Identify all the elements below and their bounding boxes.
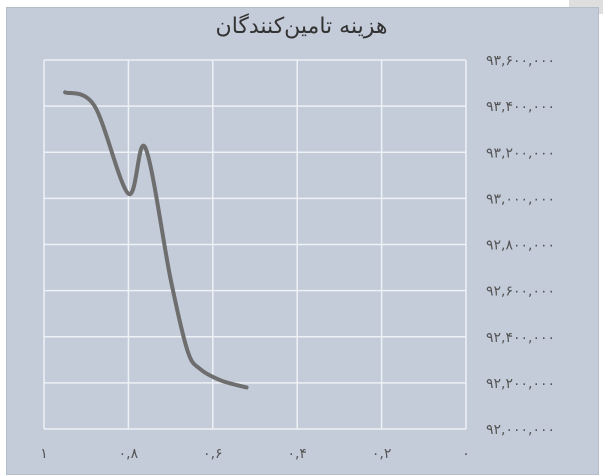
- chart-panel: [6, 7, 599, 475]
- x-tick-label-5: ۰: [462, 446, 470, 462]
- y-tick-label-6: ۹۲,۴۰۰,۰۰۰: [486, 330, 555, 346]
- x-tick-label-1: ۰,۸: [119, 446, 139, 462]
- y-tick-label-3: ۹۳,۰۰۰,۰۰۰: [486, 191, 555, 207]
- y-tick-label-0: ۹۳,۶۰۰,۰۰۰: [486, 53, 555, 69]
- chart-title: هزینه تامین‌کنندگان: [215, 14, 388, 39]
- y-tick-label-2: ۹۳,۲۰۰,۰۰۰: [486, 145, 555, 161]
- y-tick-label-5: ۹۲,۶۰۰,۰۰۰: [486, 284, 555, 300]
- x-tick-label-2: ۰,۶: [203, 446, 223, 462]
- y-tick-label-1: ۹۳,۴۰۰,۰۰۰: [486, 99, 555, 115]
- x-tick-label-4: ۰,۲: [372, 446, 392, 462]
- series-line-0: [63, 90, 249, 390]
- y-tick-label-8: ۹۲,۰۰۰,۰۰۰: [486, 422, 555, 438]
- x-tick-label-0: ۱: [40, 446, 48, 462]
- x-tick-label-3: ۰,۴: [287, 446, 307, 462]
- y-tick-label-4: ۹۲,۸۰۰,۰۰۰: [486, 238, 555, 254]
- y-tick-label-7: ۹۲,۲۰۰,۰۰۰: [486, 376, 555, 392]
